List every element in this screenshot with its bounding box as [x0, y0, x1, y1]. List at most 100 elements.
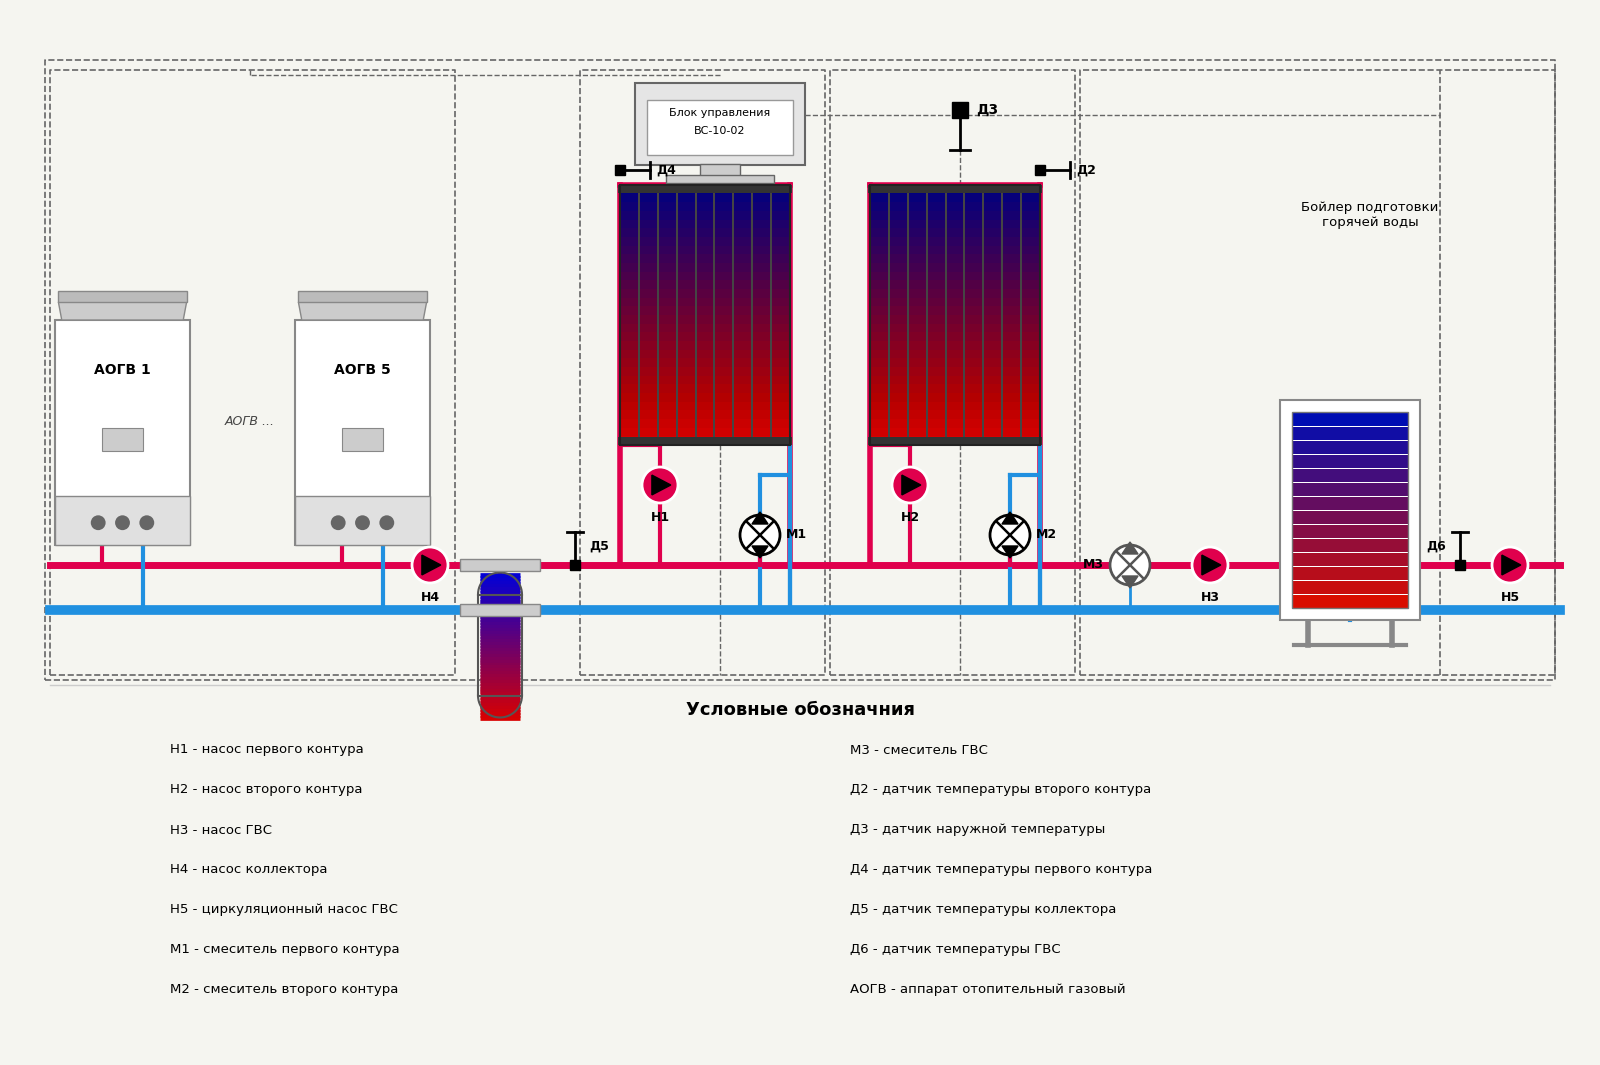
Bar: [1003, 253, 1021, 263]
Bar: [678, 393, 694, 402]
Circle shape: [1192, 547, 1229, 583]
Bar: [870, 280, 888, 289]
Bar: [696, 297, 714, 307]
Bar: [54, 495, 190, 545]
Bar: [659, 427, 675, 437]
Bar: [715, 383, 733, 393]
Bar: [947, 314, 963, 324]
Bar: [909, 410, 926, 419]
Text: Д5 - датчик температуры коллектора: Д5 - датчик температуры коллектора: [850, 903, 1117, 917]
Bar: [640, 402, 656, 410]
Bar: [754, 253, 770, 263]
Bar: [1293, 427, 1408, 440]
Bar: [621, 211, 638, 219]
Bar: [947, 219, 963, 228]
Bar: [696, 236, 714, 246]
Bar: [754, 366, 770, 376]
Bar: [715, 184, 733, 194]
Polygon shape: [422, 555, 442, 575]
Bar: [754, 375, 770, 384]
Bar: [734, 366, 752, 376]
Bar: [715, 323, 733, 332]
Bar: [1022, 358, 1038, 367]
Bar: [984, 427, 1002, 437]
Polygon shape: [1002, 512, 1018, 524]
Bar: [928, 253, 944, 263]
Bar: [696, 202, 714, 211]
Bar: [696, 419, 714, 428]
Text: М1 - смеситель первого контура: М1 - смеситель первого контура: [170, 944, 400, 956]
Bar: [928, 211, 944, 219]
Bar: [1293, 441, 1408, 454]
Bar: [696, 349, 714, 358]
Bar: [870, 314, 888, 324]
Bar: [754, 202, 770, 211]
Bar: [754, 228, 770, 237]
Bar: [1022, 314, 1038, 324]
Bar: [640, 393, 656, 402]
Bar: [890, 193, 907, 202]
Bar: [1003, 228, 1021, 237]
Bar: [773, 272, 789, 280]
Bar: [870, 228, 888, 237]
Bar: [1022, 332, 1038, 341]
Bar: [965, 202, 982, 211]
Bar: [1293, 484, 1408, 496]
Bar: [870, 184, 888, 194]
Bar: [696, 393, 714, 402]
Bar: [659, 219, 675, 228]
Bar: [621, 280, 638, 289]
Text: Д6 - датчик температуры ГВС: Д6 - датчик температуры ГВС: [850, 944, 1061, 956]
Bar: [678, 323, 694, 332]
Bar: [965, 436, 982, 445]
Bar: [621, 323, 638, 332]
Circle shape: [139, 515, 154, 530]
Bar: [909, 436, 926, 445]
Bar: [734, 427, 752, 437]
Bar: [754, 184, 770, 194]
Bar: [1293, 511, 1408, 524]
Bar: [734, 236, 752, 246]
Bar: [640, 211, 656, 219]
Bar: [696, 341, 714, 349]
Bar: [715, 375, 733, 384]
Bar: [928, 314, 944, 324]
Bar: [715, 297, 733, 307]
Bar: [1022, 383, 1038, 393]
Bar: [928, 262, 944, 272]
Bar: [928, 402, 944, 410]
Bar: [890, 306, 907, 315]
Bar: [947, 280, 963, 289]
Bar: [734, 272, 752, 280]
Bar: [734, 211, 752, 219]
Bar: [659, 280, 675, 289]
Bar: [696, 314, 714, 324]
Bar: [696, 410, 714, 419]
Bar: [614, 165, 626, 175]
Bar: [678, 245, 694, 255]
Polygon shape: [1122, 576, 1138, 588]
Bar: [715, 289, 733, 297]
Bar: [928, 219, 944, 228]
Bar: [1003, 393, 1021, 402]
Bar: [1003, 332, 1021, 341]
Bar: [621, 272, 638, 280]
Bar: [659, 366, 675, 376]
Bar: [54, 320, 190, 545]
Bar: [678, 193, 694, 202]
Text: Н3 - насос ГВС: Н3 - насос ГВС: [170, 823, 272, 836]
Bar: [965, 193, 982, 202]
Bar: [1003, 297, 1021, 307]
Bar: [734, 375, 752, 384]
Bar: [659, 341, 675, 349]
Bar: [965, 323, 982, 332]
Bar: [1293, 412, 1408, 608]
Bar: [909, 427, 926, 437]
Bar: [1022, 253, 1038, 263]
Bar: [1022, 211, 1038, 219]
Bar: [734, 341, 752, 349]
Bar: [909, 332, 926, 341]
Bar: [928, 306, 944, 315]
Bar: [715, 427, 733, 437]
Bar: [734, 383, 752, 393]
